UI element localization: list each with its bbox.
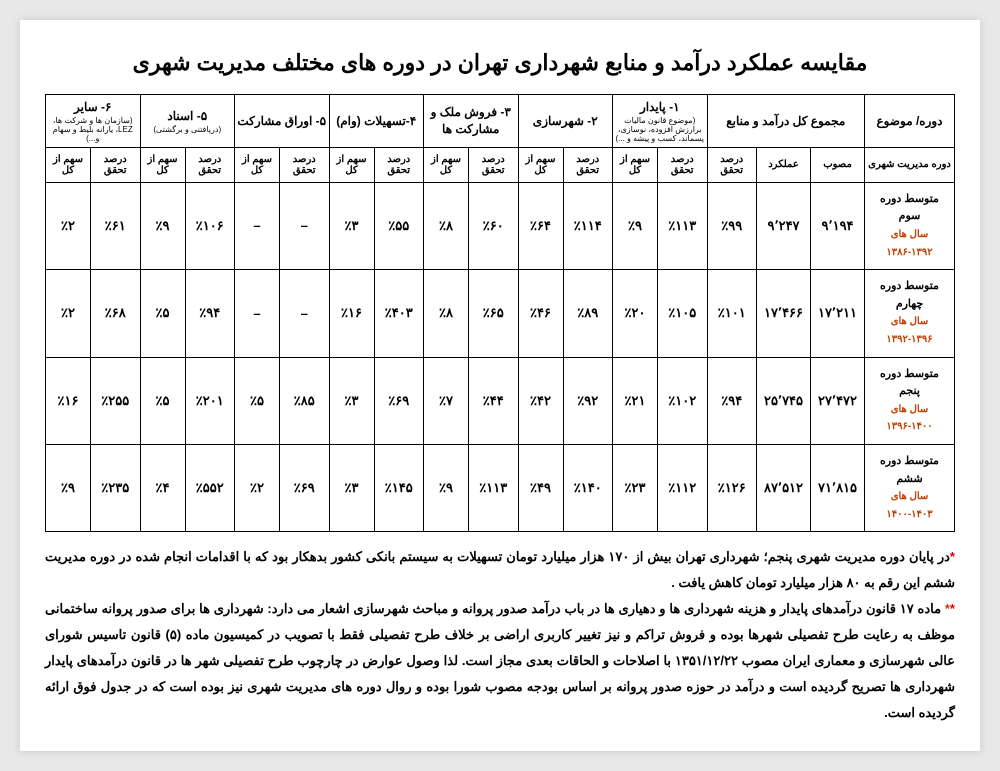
total-pct: ٪۱۰۱ — [707, 270, 757, 357]
period-cell: متوسط دوره ششمسال های ۱۴۰۳-۱۴۰۰ — [865, 444, 955, 531]
comparison-table: دوره/ موضوع مجموع کل درآمد و منابع ۱- پا… — [45, 94, 955, 532]
col-3: ۳- فروش ملک و مشارکت ها — [424, 95, 519, 148]
performance-value: ۲۵٬۷۴۵ — [757, 357, 811, 444]
approved-value: ۷۱٬۸۱۵ — [811, 444, 865, 531]
note-1: *در پایان دوره مدیریت شهری پنجم؛ شهرداری… — [45, 544, 955, 596]
sub-pct: درصد تحقق — [707, 147, 757, 182]
performance-value: ۱۷٬۴۶۶ — [757, 270, 811, 357]
total-pct: ٪۱۲۶ — [707, 444, 757, 531]
col-topic: دوره/ موضوع — [865, 95, 955, 148]
sub-performance: عملکرد — [757, 147, 811, 182]
col-2: ۲- شهرسازی — [518, 95, 613, 148]
col-total: مجموع کل درآمد و منابع — [707, 95, 865, 148]
approved-value: ۲۷٬۴۷۲ — [811, 357, 865, 444]
total-pct: ٪۹۹ — [707, 182, 757, 269]
sub-approved: مصوب — [811, 147, 865, 182]
col-5b: ۵- اسناد (دریافتنی و برگشتی) — [140, 95, 235, 148]
col-1: ۱- پایدار (موضوع قانون مالیات برارزش افز… — [613, 95, 708, 148]
table-row: متوسط دوره پنجمسال های ۱۴۰۰-۱۳۹۶۲۷٬۴۷۲۲۵… — [46, 357, 955, 444]
note-2: ** ماده ۱۷ قانون درآمدهای پایدار و هزینه… — [45, 596, 955, 726]
footnotes: *در پایان دوره مدیریت شهری پنجم؛ شهرداری… — [45, 544, 955, 726]
period-cell: متوسط دوره چهارمسال های ۱۳۹۶-۱۳۹۲ — [865, 270, 955, 357]
col-6: ۶- سایر (سازمان ها و شرکت ها، LEZ، یاران… — [46, 95, 141, 148]
approved-value: ۱۷٬۲۱۱ — [811, 270, 865, 357]
table-row: متوسط دوره ششمسال های ۱۴۰۳-۱۴۰۰۷۱٬۸۱۵۸۷٬… — [46, 444, 955, 531]
header-row-1: دوره/ موضوع مجموع کل درآمد و منابع ۱- پا… — [46, 95, 955, 148]
period-cell: متوسط دوره پنجمسال های ۱۴۰۰-۱۳۹۶ — [865, 357, 955, 444]
page-title: مقایسه عملکرد درآمد و منابع شهرداری تهرا… — [45, 50, 955, 76]
table-row: متوسط دوره چهارمسال های ۱۳۹۶-۱۳۹۲۱۷٬۲۱۱۱… — [46, 270, 955, 357]
approved-value: ۹٬۱۹۴ — [811, 182, 865, 269]
total-pct: ٪۹۴ — [707, 357, 757, 444]
period-cell: متوسط دوره سومسال های ۱۳۹۲-۱۳۸۶ — [865, 182, 955, 269]
col-4: ۴-تسهیلات (وام) — [329, 95, 424, 148]
performance-value: ۹٬۲۴۷ — [757, 182, 811, 269]
table-body: متوسط دوره سومسال های ۱۳۹۲-۱۳۸۶۹٬۱۹۴۹٬۲۴… — [46, 182, 955, 532]
sub-period: دوره مدیریت شهری — [865, 147, 955, 182]
col-5a: ۵- اوراق مشارکت — [235, 95, 330, 148]
document-page: مقایسه عملکرد درآمد و منابع شهرداری تهرا… — [20, 20, 980, 751]
header-row-2: دوره مدیریت شهری مصوب عملکرد درصد تحقق د… — [46, 147, 955, 182]
table-row: متوسط دوره سومسال های ۱۳۹۲-۱۳۸۶۹٬۱۹۴۹٬۲۴… — [46, 182, 955, 269]
performance-value: ۸۷٬۵۱۲ — [757, 444, 811, 531]
